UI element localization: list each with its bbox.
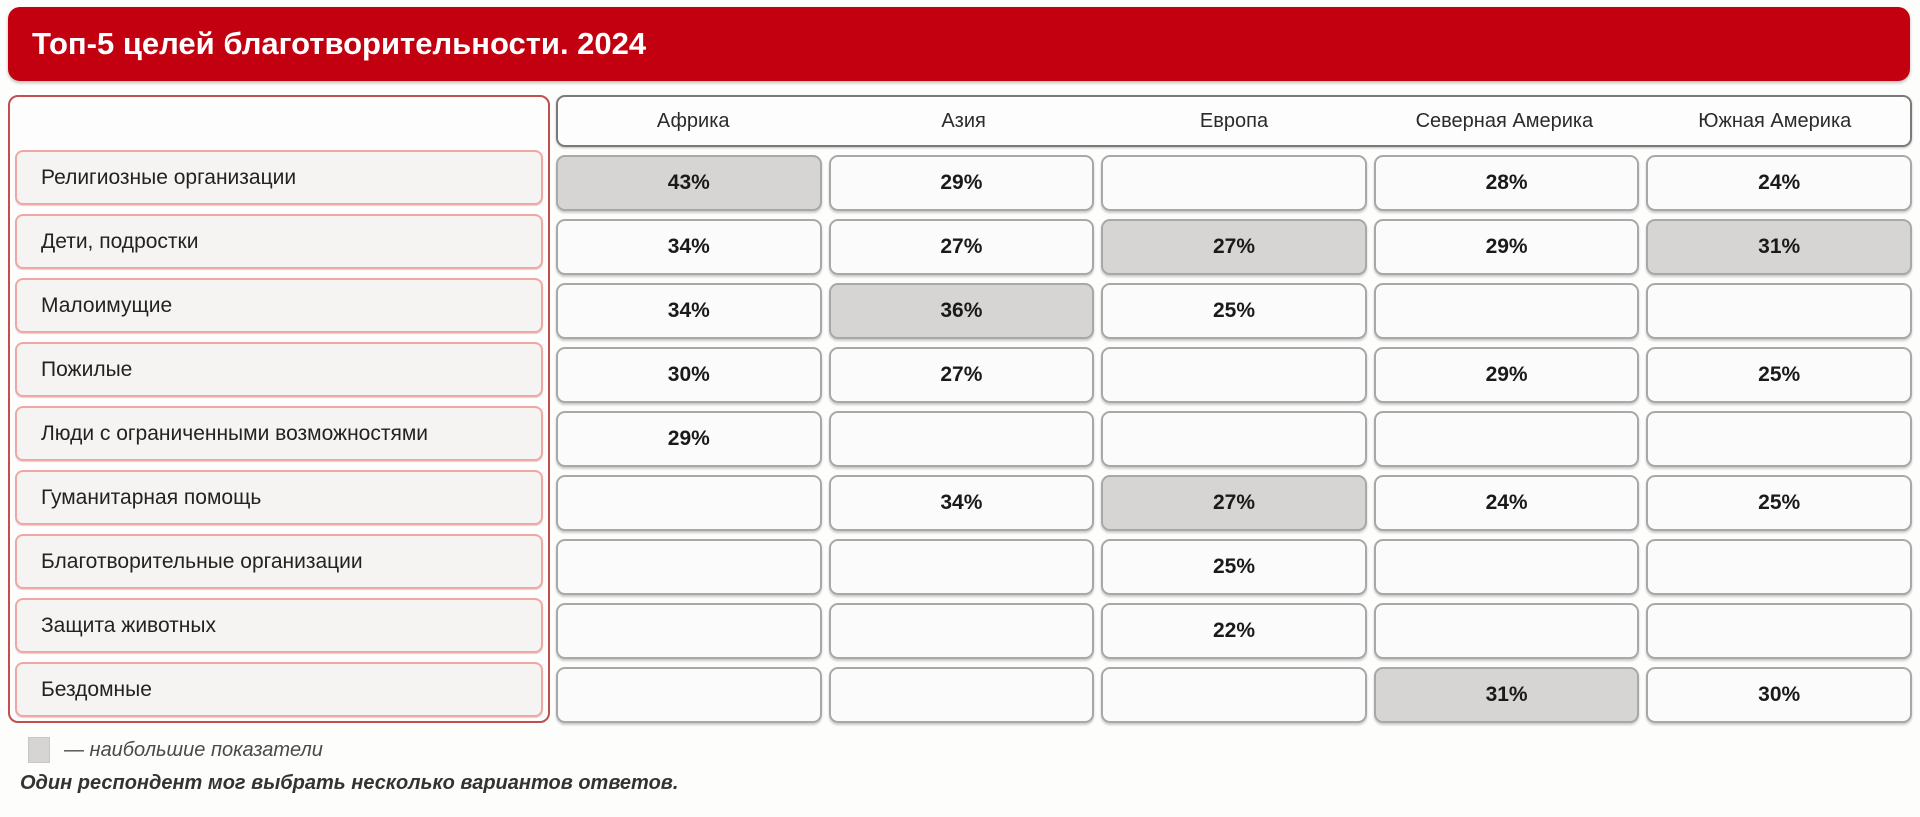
table-cell: 22% bbox=[1101, 603, 1367, 659]
table-row: 34% 27% 24% 25% bbox=[556, 475, 1912, 531]
table-cell: 25% bbox=[1646, 347, 1912, 403]
table-cell: 34% bbox=[828, 475, 1095, 531]
table-row: 30% 27% 29% 25% bbox=[556, 347, 1912, 403]
table-cell: 34% bbox=[556, 283, 822, 339]
table-row: 22% bbox=[556, 603, 1912, 659]
row-label-low-income: Малоимущие bbox=[15, 278, 543, 333]
table-cell bbox=[1101, 667, 1367, 723]
table-cell: 29% bbox=[1373, 347, 1640, 403]
page-title: Топ-5 целей благотворительности. 2024 bbox=[32, 26, 647, 61]
legend: — наибольшие показатели bbox=[28, 737, 323, 763]
table-cell: 25% bbox=[1101, 539, 1367, 595]
table-cell: 43% bbox=[556, 155, 822, 211]
table-row: 34% 27% 27% 29% 31% bbox=[556, 219, 1912, 275]
table-cell bbox=[1373, 539, 1640, 595]
table-cell: 34% bbox=[556, 219, 822, 275]
table-cell bbox=[1101, 347, 1367, 403]
table-cell bbox=[1373, 283, 1640, 339]
row-label-elderly: Пожилые bbox=[15, 342, 543, 397]
row-label-homeless: Бездомные bbox=[15, 662, 543, 717]
footnote: Один респондент мог выбрать несколько ва… bbox=[20, 772, 679, 794]
table-cell bbox=[1646, 411, 1912, 467]
table-cell bbox=[556, 667, 822, 723]
row-label-disabled-people: Люди с ограниченными возможностями bbox=[15, 406, 543, 461]
table-cell bbox=[1646, 539, 1912, 595]
table-cell bbox=[828, 667, 1095, 723]
table-cell: 29% bbox=[556, 411, 822, 467]
legend-label: — наибольшие показатели bbox=[64, 738, 323, 761]
column-header-asia: Азия bbox=[941, 109, 986, 132]
highlight-swatch-icon bbox=[28, 737, 50, 763]
table-cell: 27% bbox=[1101, 475, 1367, 531]
table-cell: 24% bbox=[1373, 475, 1640, 531]
column-headers: Африка Азия Европа Северная Америка Южна… bbox=[556, 95, 1912, 147]
table-cell: 36% bbox=[828, 283, 1095, 339]
table-cell bbox=[1373, 411, 1640, 467]
table-cell: 31% bbox=[1646, 219, 1912, 275]
row-labels-header-spacer bbox=[15, 101, 543, 150]
column-header-north-america: Северная Америка bbox=[1415, 109, 1594, 132]
column-header-europe: Европа bbox=[1199, 109, 1269, 132]
data-panel: Африка Азия Европа Северная Америка Южна… bbox=[556, 95, 1912, 723]
table-row: 43% 29% 28% 24% bbox=[556, 155, 1912, 211]
table-row: 29% bbox=[556, 411, 1912, 467]
table-cell: 25% bbox=[1101, 283, 1367, 339]
table-cell bbox=[556, 475, 822, 531]
table-cell bbox=[556, 539, 822, 595]
table-cell bbox=[556, 603, 822, 659]
charity-goals-table: Религиозные организации Дети, подростки … bbox=[8, 95, 1912, 723]
row-label-animal-protection: Защита животных bbox=[15, 598, 543, 653]
table-cell: 30% bbox=[556, 347, 822, 403]
table-cell bbox=[1646, 283, 1912, 339]
table-cell: 27% bbox=[828, 219, 1095, 275]
row-label-humanitarian-aid: Гуманитарная помощь bbox=[15, 470, 543, 525]
table-cell: 27% bbox=[1101, 219, 1367, 275]
row-label-religious-orgs: Религиозные организации bbox=[15, 150, 543, 205]
table-cell: 25% bbox=[1646, 475, 1912, 531]
table-row: 25% bbox=[556, 539, 1912, 595]
row-label-charity-orgs: Благотворительные организации bbox=[15, 534, 543, 589]
table-cell bbox=[1373, 603, 1640, 659]
table-cell bbox=[1101, 411, 1367, 467]
table-cell bbox=[828, 411, 1095, 467]
table-cell bbox=[828, 603, 1095, 659]
table-cell: 30% bbox=[1646, 667, 1912, 723]
table-cell: 29% bbox=[828, 155, 1095, 211]
table-cell bbox=[1646, 603, 1912, 659]
table-cell: 29% bbox=[1373, 219, 1640, 275]
column-header-africa: Африка bbox=[656, 109, 730, 132]
table-cell: 24% bbox=[1646, 155, 1912, 211]
row-label-children-teens: Дети, подростки bbox=[15, 214, 543, 269]
column-header-south-america: Южная Америка bbox=[1698, 109, 1852, 132]
table-cell: 27% bbox=[828, 347, 1095, 403]
row-labels-panel: Религиозные организации Дети, подростки … bbox=[8, 95, 550, 723]
table-cell: 31% bbox=[1373, 667, 1640, 723]
table-cell bbox=[828, 539, 1095, 595]
table-cell: 28% bbox=[1373, 155, 1640, 211]
title-banner: Топ-5 целей благотворительности. 2024 bbox=[8, 7, 1910, 81]
table-cell bbox=[1101, 155, 1367, 211]
table-row: 34% 36% 25% bbox=[556, 283, 1912, 339]
table-row: 31% 30% bbox=[556, 667, 1912, 723]
